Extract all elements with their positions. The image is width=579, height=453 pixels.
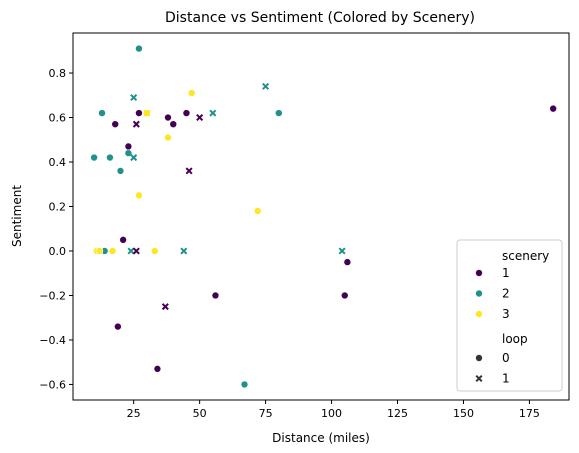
legend-box xyxy=(456,239,563,392)
y-tick-label: −0.4 xyxy=(39,334,66,347)
data-point xyxy=(549,104,557,113)
y-tick-label: −0.6 xyxy=(39,378,66,391)
data-point xyxy=(135,191,143,200)
data-point xyxy=(135,44,143,53)
data-point xyxy=(90,153,98,162)
x-tick-label: 75 xyxy=(259,407,273,420)
data-point xyxy=(185,167,193,175)
legend-marker xyxy=(475,354,483,362)
x-tick-label: 150 xyxy=(453,407,474,420)
data-point xyxy=(143,109,151,117)
data-point xyxy=(274,109,283,117)
legend-style-title: loop xyxy=(502,332,528,346)
y-axis-label: Sentiment xyxy=(10,185,24,247)
chart-title: Distance vs Sentiment (Colored by Scener… xyxy=(165,10,475,26)
data-point xyxy=(106,153,114,162)
data-point xyxy=(340,291,349,300)
legend-label: 0 xyxy=(502,351,510,365)
data-point xyxy=(111,120,120,128)
x-tick-label: 50 xyxy=(193,407,207,420)
x-tick-label: 125 xyxy=(387,407,408,420)
data-points xyxy=(90,44,557,389)
x-axis: 25 50 75 100 125 150 175 xyxy=(127,400,540,420)
plot-area xyxy=(72,32,570,401)
y-tick-label: 0.8 xyxy=(49,67,67,80)
x-tick-label: 25 xyxy=(127,407,141,420)
legend-marker xyxy=(475,310,483,318)
data-point xyxy=(164,133,172,142)
data-point xyxy=(164,113,172,122)
y-axis: −0.6 −0.4 −0.2 0.0 0.2 0.4 0.6 0.8 xyxy=(39,67,73,391)
legend-label: 2 xyxy=(502,287,510,301)
data-point xyxy=(187,89,196,97)
data-point xyxy=(124,142,133,151)
data-point xyxy=(153,365,162,373)
data-point xyxy=(130,154,138,162)
legend-hue-title: scenery xyxy=(502,249,549,263)
legend-label: 3 xyxy=(502,307,510,321)
data-point xyxy=(108,247,117,255)
data-point xyxy=(262,82,270,90)
data-point xyxy=(95,247,104,255)
y-tick-label: 0.0 xyxy=(49,245,67,258)
data-point xyxy=(180,247,188,255)
data-point xyxy=(169,120,178,128)
x-tick-label: 175 xyxy=(519,407,540,420)
legend: scenery 1 2 3 loop 0 1 xyxy=(456,239,563,392)
data-point xyxy=(127,247,135,255)
legend-label: 1 xyxy=(502,266,510,280)
data-point xyxy=(338,247,346,255)
data-point xyxy=(116,167,125,175)
data-point xyxy=(150,247,159,255)
data-point xyxy=(119,236,127,244)
legend-marker xyxy=(475,269,483,277)
data-point xyxy=(211,291,220,300)
data-point xyxy=(209,109,217,117)
y-tick-label: −0.2 xyxy=(39,289,66,302)
legend-marker xyxy=(475,374,483,383)
data-point xyxy=(114,322,122,331)
y-tick-label: 0.6 xyxy=(49,112,67,125)
x-tick-label: 100 xyxy=(321,407,342,420)
data-point xyxy=(240,380,249,389)
y-tick-label: 0.4 xyxy=(49,156,67,169)
data-point xyxy=(196,114,204,122)
data-point xyxy=(132,247,140,255)
data-point xyxy=(132,120,140,128)
data-point xyxy=(161,303,169,311)
data-point xyxy=(343,258,352,266)
data-point xyxy=(98,109,106,117)
x-axis-label: Distance (miles) xyxy=(272,431,370,445)
legend-label: 1 xyxy=(502,372,510,386)
legend-marker xyxy=(475,289,483,298)
data-point xyxy=(130,93,138,102)
data-point xyxy=(135,109,143,117)
y-tick-label: 0.2 xyxy=(49,200,67,213)
data-point xyxy=(253,207,262,215)
data-point xyxy=(182,109,191,117)
